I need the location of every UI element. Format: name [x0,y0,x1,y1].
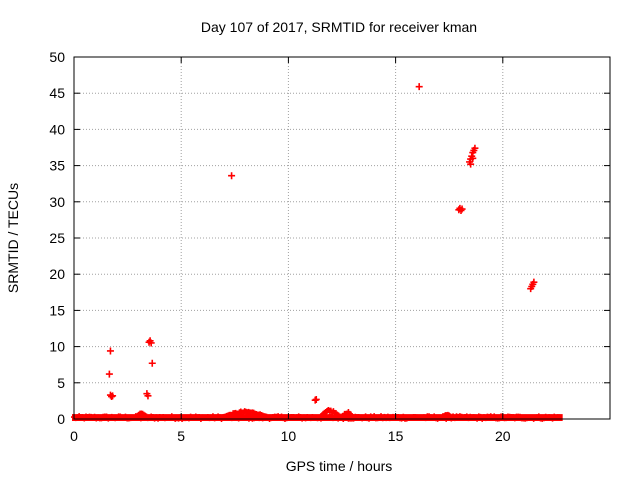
data-point [147,339,155,347]
data-point [415,83,423,91]
y-axis-label: SRMTID / TECUs [5,183,21,293]
data-point [228,172,236,180]
data-point [457,206,465,214]
x-tick-label: 20 [495,428,511,444]
y-tick-label: 50 [49,49,65,65]
data-point [458,205,466,213]
y-tick-label: 45 [49,85,65,101]
x-axis-label: GPS time / hours [286,458,393,474]
y-tick-label: 20 [49,266,65,282]
baseline-bump-point [447,413,454,420]
y-tick-label: 25 [49,230,65,246]
chart-title: Day 107 of 2017, SRMTID for receiver kma… [201,19,477,35]
y-tick-label: 40 [49,121,65,137]
tick-layer [73,56,610,420]
tick-labels: 0 5 10 15 20 25 30 35 40 45 50 0 5 10 15 20 [49,49,510,444]
data-point [469,154,477,162]
baseline-bump-point [349,413,356,420]
data-point [106,347,114,355]
data-point [105,370,113,378]
y-tick-label: 35 [49,158,65,174]
data-point [467,160,475,168]
x-tick-label: 15 [388,428,404,444]
grid-layer [74,57,610,419]
y-tick-label: 0 [57,411,65,427]
data-point [144,392,152,400]
y-tick-label: 30 [49,194,65,210]
x-tick-label: 5 [177,428,185,444]
x-tick-label: 10 [281,428,297,444]
data-point [312,395,320,403]
data-point [109,392,117,400]
data-point [148,359,156,367]
y-tick-label: 5 [57,375,65,391]
data-point [471,144,479,152]
baseline-bump-point [143,413,150,420]
data-point [530,278,538,286]
data-marks [71,83,563,422]
y-tick-label: 15 [49,302,65,318]
x-tick-label: 0 [70,428,78,444]
y-tick-label: 10 [49,339,65,355]
